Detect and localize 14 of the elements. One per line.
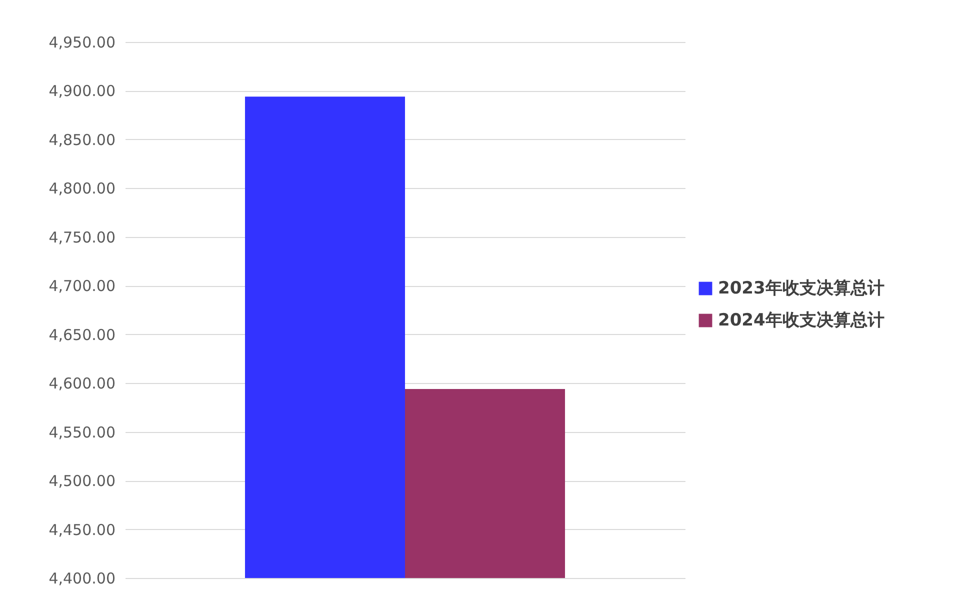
y-tick-label: 4,400.00 bbox=[48, 570, 116, 588]
y-tick-label: 4,850.00 bbox=[48, 130, 116, 149]
y-tick-label: 4,950.00 bbox=[48, 34, 116, 52]
y-tick-label: 4,550.00 bbox=[48, 423, 116, 442]
y-tick-label: 4,600.00 bbox=[48, 374, 116, 393]
y-tick-label: 4,650.00 bbox=[48, 326, 116, 344]
y-tick-label: 4,900.00 bbox=[48, 82, 116, 100]
y-tick-label: 4,700.00 bbox=[48, 277, 116, 296]
y-tick-label: 4,800.00 bbox=[48, 180, 116, 198]
legend-label: 2024年收支决算总计 bbox=[718, 310, 884, 330]
y-tick-label: 4,500.00 bbox=[48, 472, 116, 490]
y-tick-label: 4,450.00 bbox=[48, 520, 116, 539]
y-tick-label: 4,750.00 bbox=[48, 228, 116, 246]
legend-label: 2023年收支决算总计 bbox=[718, 278, 884, 298]
